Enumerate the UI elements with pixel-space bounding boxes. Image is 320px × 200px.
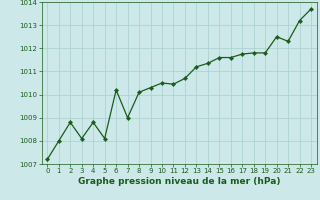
X-axis label: Graphe pression niveau de la mer (hPa): Graphe pression niveau de la mer (hPa) [78, 177, 280, 186]
